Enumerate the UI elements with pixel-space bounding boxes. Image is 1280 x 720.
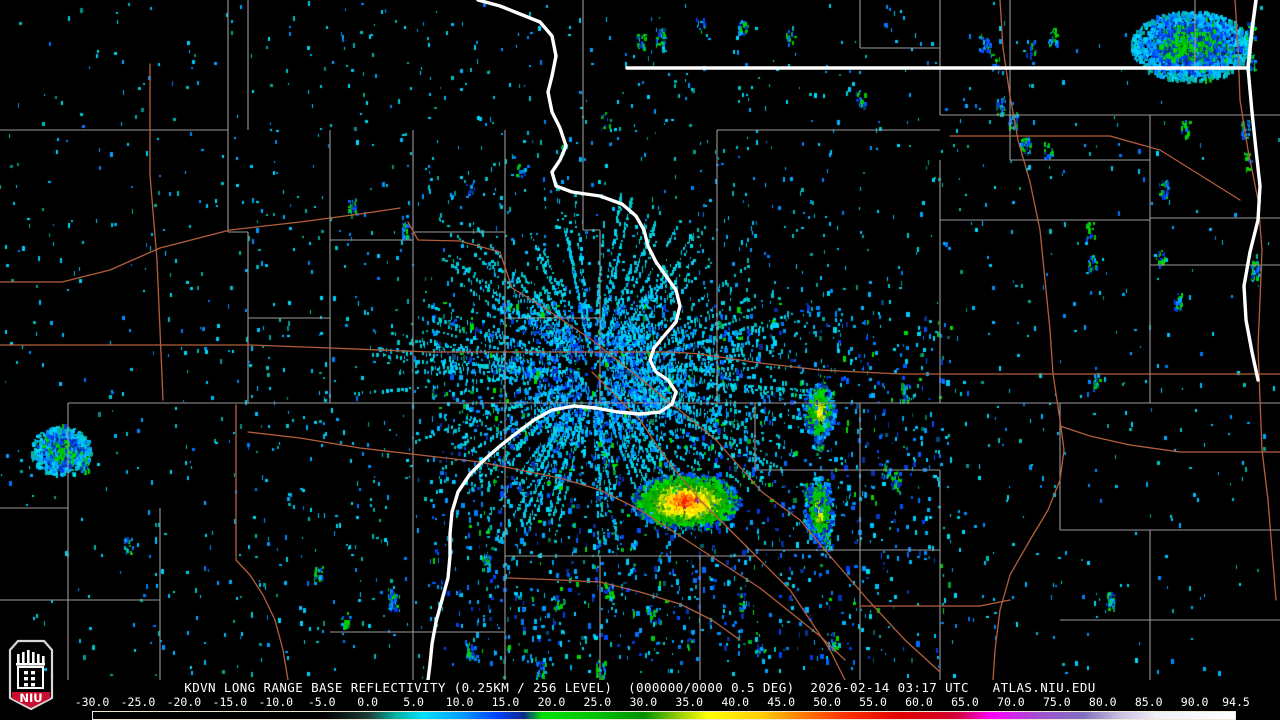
logo-red-band [12,692,50,708]
colorbar-tick-10: 20.0 [537,695,566,709]
colorbar-tick-11: 25.0 [583,695,612,709]
state-borders [625,0,1258,70]
logo-wordmark: NIU [19,691,42,705]
colorbar-tick-6: 0.0 [357,695,379,709]
status-strip: KDVN LONG RANGE BASE REFLECTIVITY (0.25K… [0,680,1280,720]
colorbar-tick-2: -20.0 [166,695,202,709]
colorbar-tick-8: 10.0 [445,695,474,709]
colorbar-tick-22: 80.0 [1088,695,1117,709]
colorbar-tick-21: 75.0 [1042,695,1071,709]
county-borders [0,0,1280,680]
colorbar-tick-16: 50.0 [813,695,841,709]
colorbar-tick-14: 40.0 [721,695,750,709]
colorbar-tick-25: 94.5 [1222,695,1250,709]
logo-tower-icon [16,650,45,689]
product-title: KDVN LONG RANGE BASE REFLECTIVITY (0.25K… [184,680,1096,695]
interstate-highways [0,0,1280,680]
radar-map-canvas[interactable] [0,0,1280,680]
colorbar-tick-9: 15.0 [491,695,520,709]
colorbar-tick-1: -25.0 [120,695,156,709]
logo-shield-outline [8,639,54,711]
colorbar-tick-4: -10.0 [258,695,294,709]
colorbar-tick-19: 65.0 [951,695,979,709]
reflectivity-colorbar[interactable] [92,711,1236,720]
mississippi-river [426,0,1262,680]
colorbar-tick-labels: -30.0 -25.0 -20.0 -15.0 -10.0 -5.0 0.0 5.0 10.0 1… [0,696,1280,709]
colorbar-tick-7: 5.0 [403,695,424,709]
geography-layer [0,0,1280,680]
reflectivity-echo-layer [0,0,1280,680]
colorbar-tick-17: 55.0 [859,695,887,709]
colorbar-tick-20: 70.0 [997,695,1025,709]
colorbar-gradient [93,712,1235,719]
colorbar-tick-23: 85.0 [1134,695,1163,709]
colorbar-tick-15: 45.0 [767,695,796,709]
colorbar-tick-5: -5.0 [307,695,336,709]
colorbar-tick-13: 35.0 [675,695,704,709]
colorbar-tick-24: 90.0 [1180,695,1209,709]
niu-logo: NIU [8,639,54,711]
colorbar-tick-18: 60.0 [905,695,933,709]
colorbar-tick-12: 30.0 [629,695,658,709]
colorbar-tick-3: -15.0 [212,695,248,709]
colorbar-tick-0: -30.0 [74,695,110,709]
